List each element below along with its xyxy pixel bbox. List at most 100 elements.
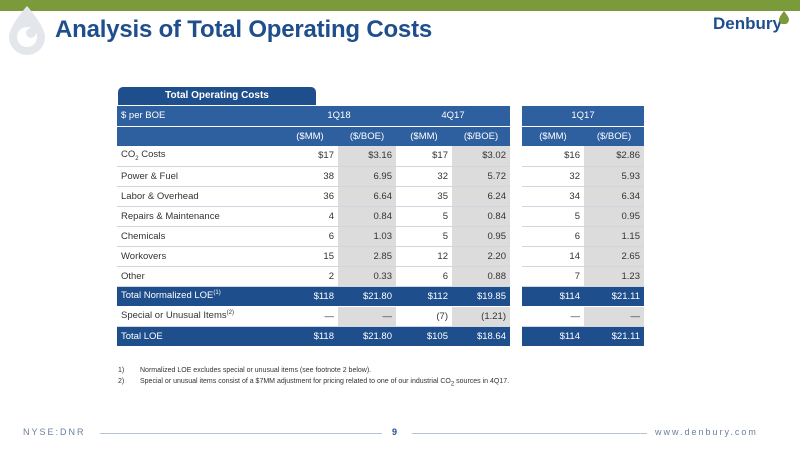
page-number: 9	[392, 427, 398, 437]
period-header: 4Q17	[396, 106, 510, 126]
cell-value: 0.84	[338, 206, 396, 227]
table-row: CO2 Costs $17 $3.16 $17 $3.02 $16 $2.86	[117, 146, 644, 167]
cell-value: 0.95	[584, 206, 644, 227]
cell-value: $2.86	[584, 146, 644, 167]
row-label: Chemicals	[117, 226, 282, 247]
cell-value: 2.85	[338, 246, 396, 267]
cell-value: 6	[282, 226, 338, 247]
row-label: CO2 Costs	[117, 146, 282, 167]
cell-value: 1.23	[584, 266, 644, 287]
row-label: Repairs & Maintenance	[117, 206, 282, 227]
cell-value: —	[282, 306, 338, 327]
footer-divider	[100, 433, 382, 434]
cell-value: $3.16	[338, 146, 396, 167]
period-header-row: $ per BOE 1Q18 4Q17 1Q17	[117, 106, 644, 126]
column-gap	[510, 226, 522, 246]
unit-header-blank	[117, 125, 282, 146]
column-gap	[510, 266, 522, 286]
cell-value: 5.93	[584, 166, 644, 187]
cell-value: 0.88	[452, 266, 510, 287]
table-tab-label: Total Operating Costs	[118, 87, 316, 105]
cell-value: 38	[282, 166, 338, 187]
row-label: Workovers	[117, 246, 282, 267]
column-gap	[510, 126, 522, 146]
column-gap	[510, 146, 522, 166]
cell-value: $16	[522, 146, 584, 167]
row-label: Power & Fuel	[117, 166, 282, 187]
unit-header: ($MM)	[522, 125, 584, 146]
cell-value: 6.95	[338, 166, 396, 187]
cell-value: 0.95	[452, 226, 510, 247]
footnote-text: Normalized LOE excludes special or unusu…	[140, 367, 372, 374]
cell-value: 5	[396, 226, 452, 247]
row-label: Labor & Overhead	[117, 186, 282, 207]
unit-header: ($/BOE)	[584, 125, 644, 146]
unit-header: ($MM)	[282, 125, 338, 146]
cell-value: $18.64	[452, 326, 510, 347]
cell-value: 0.84	[452, 206, 510, 227]
table-row: Power & Fuel 38 6.95 32 5.72 32 5.93	[117, 166, 644, 187]
table-row: Other 2 0.33 6 0.88 7 1.23	[117, 266, 644, 287]
column-gap	[510, 206, 522, 226]
stock-ticker: NYSE:DNR	[23, 427, 86, 437]
column-gap	[510, 326, 522, 346]
row-label: Other	[117, 266, 282, 287]
cell-value: 32	[522, 166, 584, 187]
normalized-total-row: Total Normalized LOE(1) $118 $21.80 $112…	[117, 286, 644, 307]
cell-value: 6	[396, 266, 452, 287]
cell-value: (1.21)	[452, 306, 510, 327]
footnote: 2) Special or unusual items consist of a…	[118, 376, 509, 390]
cell-value: 1.03	[338, 226, 396, 247]
cell-value: $118	[282, 326, 338, 347]
table-row: Labor & Overhead 36 6.64 35 6.24 34 6.34	[117, 186, 644, 207]
cell-value: 5.72	[452, 166, 510, 187]
footnote-number: 1)	[118, 367, 125, 374]
cell-value: 6.34	[584, 186, 644, 207]
unit-header-row: ($MM) ($/BOE) ($MM) ($/BOE) ($MM) ($/BOE…	[117, 125, 644, 146]
cell-value: $118	[282, 286, 338, 307]
footnote: 1) Normalized LOE excludes special or un…	[118, 365, 509, 376]
cell-value: $19.85	[452, 286, 510, 307]
unit-header: ($/BOE)	[452, 125, 510, 146]
cell-value: 6.64	[338, 186, 396, 207]
cell-value: $105	[396, 326, 452, 347]
cell-value: $21.80	[338, 326, 396, 347]
row-header-label: $ per BOE	[117, 106, 282, 126]
cell-value: $21.11	[584, 286, 644, 307]
brand-drop-icon	[779, 11, 789, 24]
cell-value: $114	[522, 326, 584, 347]
cell-value: 0.33	[338, 266, 396, 287]
row-label: Special or Unusual Items(2)	[117, 306, 282, 327]
total-loe-row: Total LOE $118 $21.80 $105 $18.64 $114 $…	[117, 326, 644, 347]
column-gap	[510, 286, 522, 306]
row-label: Total LOE	[117, 326, 282, 347]
special-items-row: Special or Unusual Items(2) — — (7) (1.2…	[117, 306, 644, 327]
cell-value: $21.80	[338, 286, 396, 307]
unit-header: ($MM)	[396, 125, 452, 146]
column-gap	[510, 246, 522, 266]
footnotes: 1) Normalized LOE excludes special or un…	[118, 365, 509, 390]
footnote-text: Special or unusual items consist of a $7…	[140, 378, 510, 388]
column-gap	[510, 186, 522, 206]
page-footer: NYSE:DNR 9 www.denbury.com	[0, 427, 800, 441]
cell-value: 1.15	[584, 226, 644, 247]
column-gap	[510, 106, 522, 126]
page-title: Analysis of Total Operating Costs	[55, 16, 433, 43]
table-row: Repairs & Maintenance 4 0.84 5 0.84 5 0.…	[117, 206, 644, 227]
cell-value: $112	[396, 286, 452, 307]
operating-costs-table: $ per BOE 1Q18 4Q17 1Q17 ($MM) ($/BOE) (…	[117, 106, 644, 347]
cell-value: 32	[396, 166, 452, 187]
cell-value: 6.24	[452, 186, 510, 207]
footer-divider	[412, 433, 647, 434]
brand-logo-text: Denbury	[713, 14, 782, 33]
website-link[interactable]: www.denbury.com	[655, 427, 758, 437]
cell-value: 4	[282, 206, 338, 227]
cell-value: 2.20	[452, 246, 510, 267]
cell-value: (7)	[396, 306, 452, 327]
cell-value: $17	[396, 146, 452, 167]
cell-value: 35	[396, 186, 452, 207]
cell-value: $114	[522, 286, 584, 307]
water-drop-logo-icon	[9, 6, 45, 55]
footnote-number: 2)	[118, 378, 125, 385]
unit-header: ($/BOE)	[338, 125, 396, 146]
